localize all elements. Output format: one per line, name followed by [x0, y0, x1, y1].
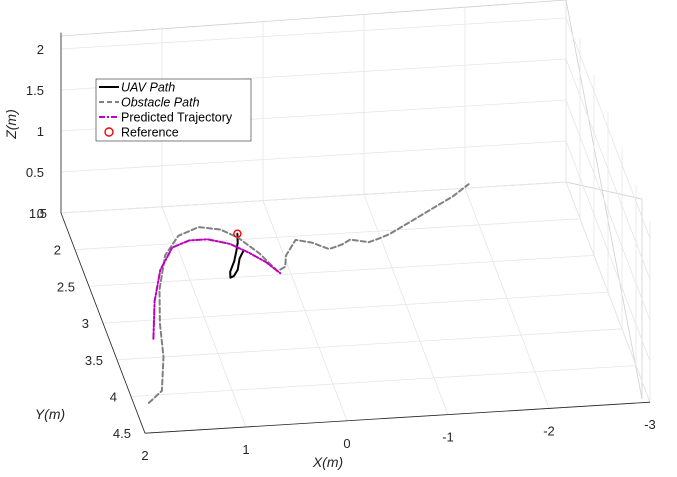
floor-grid-y: [74, 218, 581, 251]
floor-grid-y: [88, 255, 595, 287]
wall-grid-z: [60, 140, 567, 173]
legend-label-uav: UAV Path: [121, 81, 175, 95]
x-tick-label: 1: [242, 442, 249, 457]
y-tick-label: 3.5: [85, 353, 103, 368]
wall-grid-z: [60, 17, 567, 50]
x-tick-label: -1: [442, 430, 454, 445]
floor-grid-y: [130, 365, 637, 397]
predicted-trajectory-line: [152, 238, 282, 340]
z-tick-label: 0: [37, 206, 44, 221]
tick-labels: 2 1 0 -1 -2 -3 1.5 2 2.5 3 3.5 4 4.5 0 0.5 1 1.5 2: [26, 42, 656, 463]
wall-grid-z: [60, 181, 567, 214]
y-tick-label: 2.5: [57, 279, 75, 294]
z-axis-label: Z(m): [3, 109, 19, 140]
z-tick-label: 1.5: [26, 83, 44, 98]
x-axis-line: [144, 401, 651, 434]
reference-marker: [233, 229, 242, 238]
series-layer: [147, 183, 470, 404]
y-tick-label: 4.5: [113, 426, 131, 441]
y-tick-label: 4: [110, 390, 117, 405]
x-tick-label: 2: [141, 448, 148, 463]
y-axis-label: Y(m): [35, 406, 65, 422]
legend-item-reference: Reference: [104, 126, 179, 140]
legend-label-reference: Reference: [121, 126, 179, 140]
legend-box: [95, 78, 252, 142]
legend-label-obstacle: Obstacle Path: [121, 96, 200, 110]
z-tick-label: 2: [37, 42, 44, 57]
y-tick-label: 1.5: [29, 206, 47, 221]
obstacle-path-line: [147, 183, 470, 404]
x-tick-label: -2: [543, 423, 555, 438]
legend-item-obstacle: Obstacle Path: [99, 96, 200, 110]
legend: UAV Path Obstacle Path Predicted Traject…: [95, 78, 252, 142]
y-tick-label: 3: [82, 316, 89, 331]
z-tick-label: 0.5: [26, 165, 44, 180]
y-tick-label: 2: [54, 243, 61, 258]
axes: [60, 32, 651, 434]
legend-item-uav: UAV Path: [99, 81, 175, 95]
y-axis-line: [60, 212, 146, 434]
z-tick-label: 1: [37, 124, 44, 139]
x-tick-label: 0: [343, 436, 350, 451]
x-axis-label: X(m): [312, 454, 343, 470]
x-tick-label: -3: [644, 417, 656, 432]
floor-grid-y: [116, 328, 623, 361]
legend-label-predicted: Predicted Trajectory: [121, 111, 233, 125]
uav-path-line: [229, 232, 245, 279]
legend-swatch-reference: [104, 127, 114, 137]
legend-item-predicted: Predicted Trajectory: [99, 111, 233, 125]
floor-grid-y: [102, 291, 609, 324]
